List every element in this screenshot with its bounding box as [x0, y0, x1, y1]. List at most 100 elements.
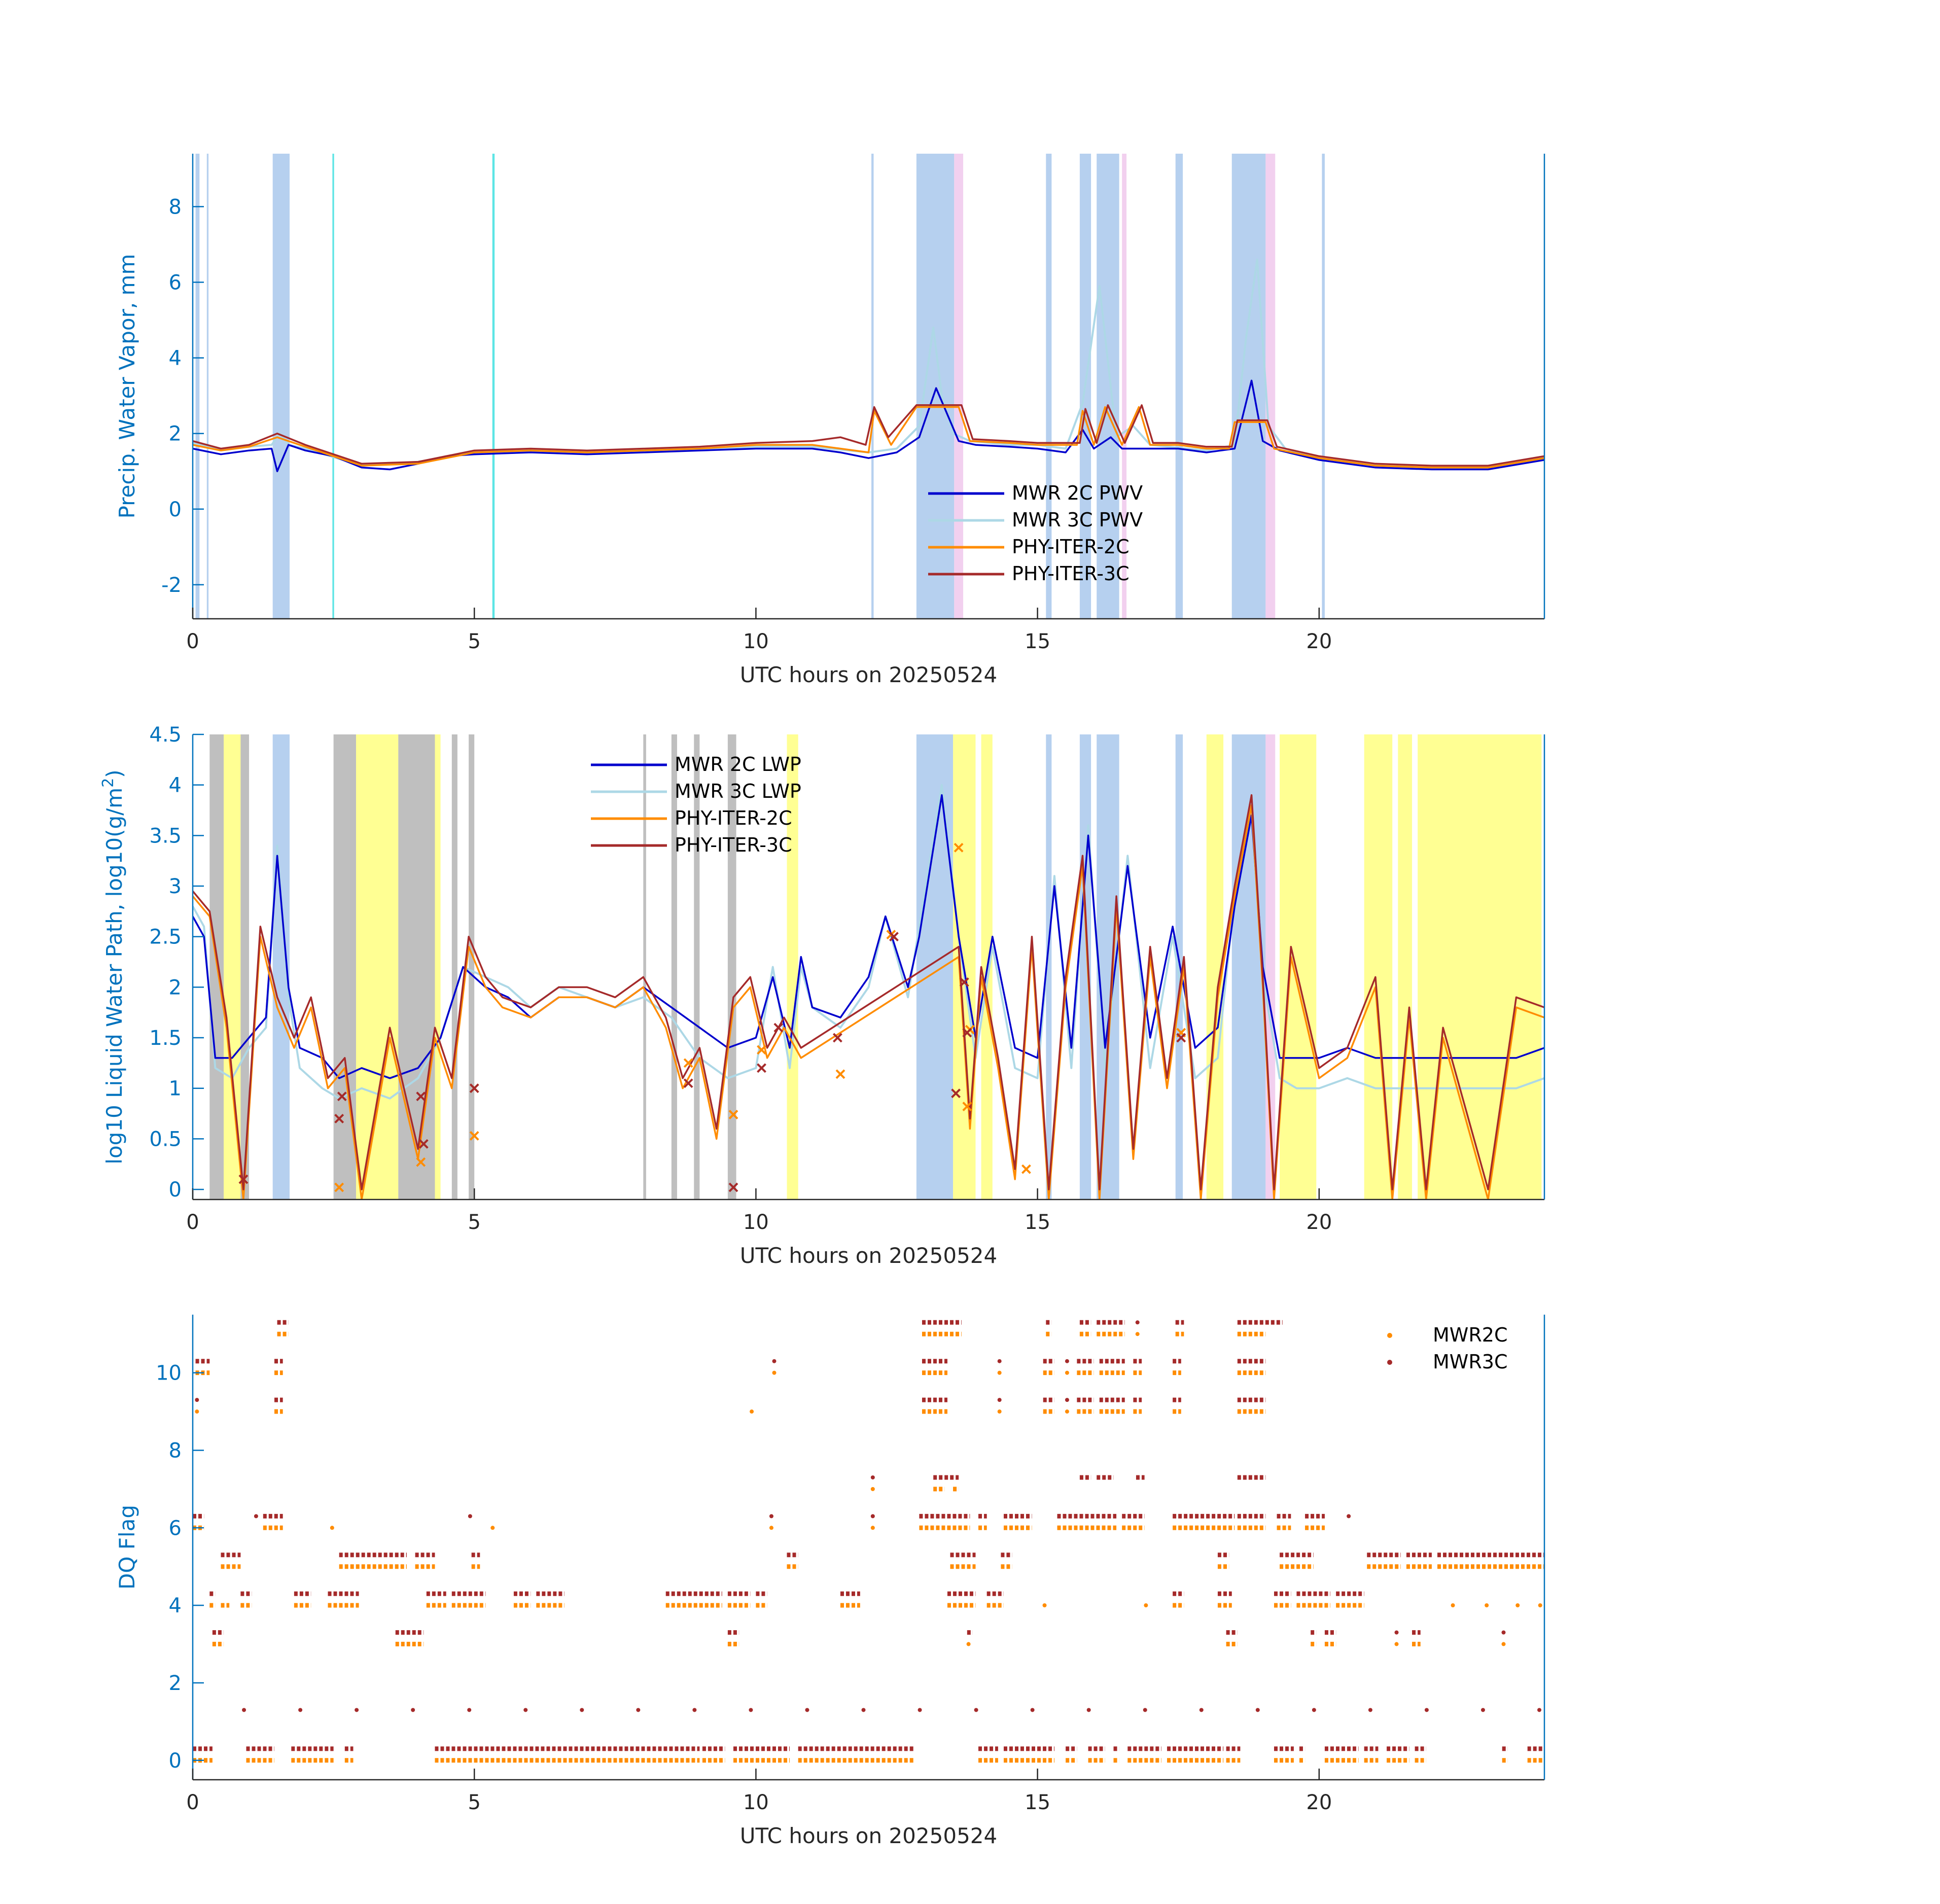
band-band_yellow-14 [787, 734, 798, 1200]
marker-phy3c [833, 1033, 842, 1043]
y-tick-label: 0.5 [149, 1127, 182, 1151]
legend-label-mwr2c: MWR 2C PWV [1012, 482, 1143, 504]
dq-point-dq_3c [1368, 1708, 1372, 1712]
band-band_blue-13 [1231, 154, 1266, 619]
dq-point-dq_3c [997, 1398, 1002, 1402]
y-tick-label: 0 [169, 1749, 182, 1773]
dq-point-dq_3c [411, 1708, 415, 1712]
legend-label-mwr2c: MWR 2C LWP [675, 753, 801, 775]
marker-phy3c [959, 977, 969, 987]
y-tick-label: 1.5 [149, 1027, 182, 1050]
band-band_grey-11 [671, 734, 677, 1200]
y-tick-label: 2 [169, 422, 182, 446]
x-tick-label: 15 [1025, 630, 1050, 653]
y-axis-label: Precip. Water Vapor, mm [115, 254, 139, 519]
dq-point-dq_3c [523, 1708, 528, 1712]
y-tick-label: 2 [169, 1672, 182, 1695]
band-band_blue-10 [1097, 154, 1119, 619]
marker-phy3c [334, 1114, 344, 1123]
marker-phy2c [954, 842, 964, 853]
y-tick-label: 4 [169, 774, 182, 797]
dq-point-dq_3c [1424, 1708, 1429, 1712]
y-tick-label: 0 [169, 498, 182, 521]
band-band_pink-11 [1122, 154, 1127, 619]
legend-pwv: MWR 2C PWV MWR 3C PWV PHY-ITER-2C PHY-ITER-… [928, 482, 1143, 585]
band-band_blue-0 [195, 154, 200, 619]
band-band_cyan-3 [332, 154, 334, 619]
y-tick-label: 1 [169, 1077, 182, 1101]
legend-label-mwr3c: MWR 3C LWP [675, 780, 801, 802]
dq-point-dq_2c [772, 1370, 777, 1375]
chart-pwv: 0 5 10 15 20 UTC hours on 20250524 -2 0 2 4 6 8 Prec… [115, 154, 1545, 687]
dq-point-dq_3c [1394, 1630, 1399, 1635]
dq-point-dq_2c [997, 1409, 1002, 1414]
y-tick-label: 2.5 [149, 926, 182, 949]
marker-phy3c [337, 1091, 347, 1102]
band-band_blue-18 [1046, 734, 1052, 1200]
marker-phy3c [683, 1078, 693, 1088]
dq-point-dq_3c [242, 1708, 246, 1712]
dq-point-dq_2c [966, 1642, 971, 1646]
band-band_grey-2 [240, 734, 250, 1200]
dq-point-dq_3c [1143, 1708, 1147, 1712]
band-band_blue-5 [871, 154, 874, 619]
plot-area-pwv [193, 154, 1544, 619]
dq-point-dq_3c [805, 1708, 809, 1712]
dq-point-dq_3c [870, 1475, 875, 1479]
band-band_grey-6 [398, 734, 435, 1200]
chart-lwp: 0 5 10 15 20 UTC hours on 20250524 0 0.5 1 1.5 2 2.… [99, 723, 1545, 1268]
dq-point-dq_3c [772, 1359, 777, 1363]
legend-label-dq_3c: MWR3C [1433, 1351, 1507, 1373]
dq-point-dq_3c [749, 1708, 753, 1712]
dq-point-dq_3c [918, 1708, 922, 1712]
dq-point-dq_3c [1347, 1514, 1351, 1519]
marker-phy3c [962, 1028, 972, 1038]
dq-point-dq_3c [861, 1708, 866, 1712]
dq-point-dq_2c [750, 1409, 754, 1414]
legend-marker-dq_2c [1387, 1333, 1392, 1338]
band-band_blue-1 [206, 154, 209, 619]
dq-point-dq_3c [355, 1708, 359, 1712]
marker-phy3c [728, 1182, 738, 1192]
band-band_blue-15 [916, 734, 954, 1200]
band-band_yellow-5 [356, 734, 399, 1200]
marker-phy2c [683, 1058, 693, 1068]
dq-point-dq_3c [1537, 1708, 1542, 1712]
dq-point-dq_2c [195, 1409, 199, 1414]
marker-phy3c [889, 932, 899, 942]
x-tick-label: 10 [743, 1211, 769, 1234]
x-tick-label: 5 [468, 630, 480, 653]
band-band_pink-14 [1265, 154, 1276, 619]
dq-point-dq_3c [870, 1514, 875, 1519]
dq-point-dq_2c [1515, 1603, 1520, 1608]
plot-area-lwp [193, 734, 1544, 1200]
band-band_blue-8 [1046, 154, 1052, 619]
x-tick-label: 20 [1306, 630, 1332, 653]
y-tick-label: -2 [161, 574, 182, 597]
dq-point-dq_3c [1255, 1708, 1260, 1712]
marker-phy3c [773, 1022, 784, 1033]
band-band_grey-10 [643, 734, 646, 1200]
dq-point-dq_3c [997, 1359, 1002, 1363]
y-tick-label: 3 [169, 875, 182, 898]
dq-point-dq_3c [467, 1708, 472, 1712]
y-tick-label: 6 [169, 1517, 182, 1540]
marker-phy2c [835, 1069, 845, 1079]
band-band_blue-12 [1175, 154, 1183, 619]
dq-point-dq_3c [692, 1708, 697, 1712]
series-phy2c-line [193, 406, 1544, 469]
marker-phy3c [418, 1139, 429, 1149]
series-phy3c-line [193, 404, 1544, 467]
y-tick-label: 8 [169, 195, 182, 219]
marker-phy2c [1021, 1164, 1031, 1174]
dq-point-dq_3c [769, 1514, 773, 1519]
band-band_blue-19 [1079, 734, 1091, 1200]
dq-point-dq_2c [870, 1487, 875, 1491]
dq-point-dq_3c [1199, 1708, 1204, 1712]
marker-phy3c [1176, 1033, 1186, 1043]
y-axis-label: DQ Flag [115, 1505, 139, 1590]
dq-point-dq_3c [1135, 1320, 1140, 1325]
x-tick-label: 20 [1306, 1791, 1332, 1814]
dq-point-dq_3c [636, 1708, 641, 1712]
